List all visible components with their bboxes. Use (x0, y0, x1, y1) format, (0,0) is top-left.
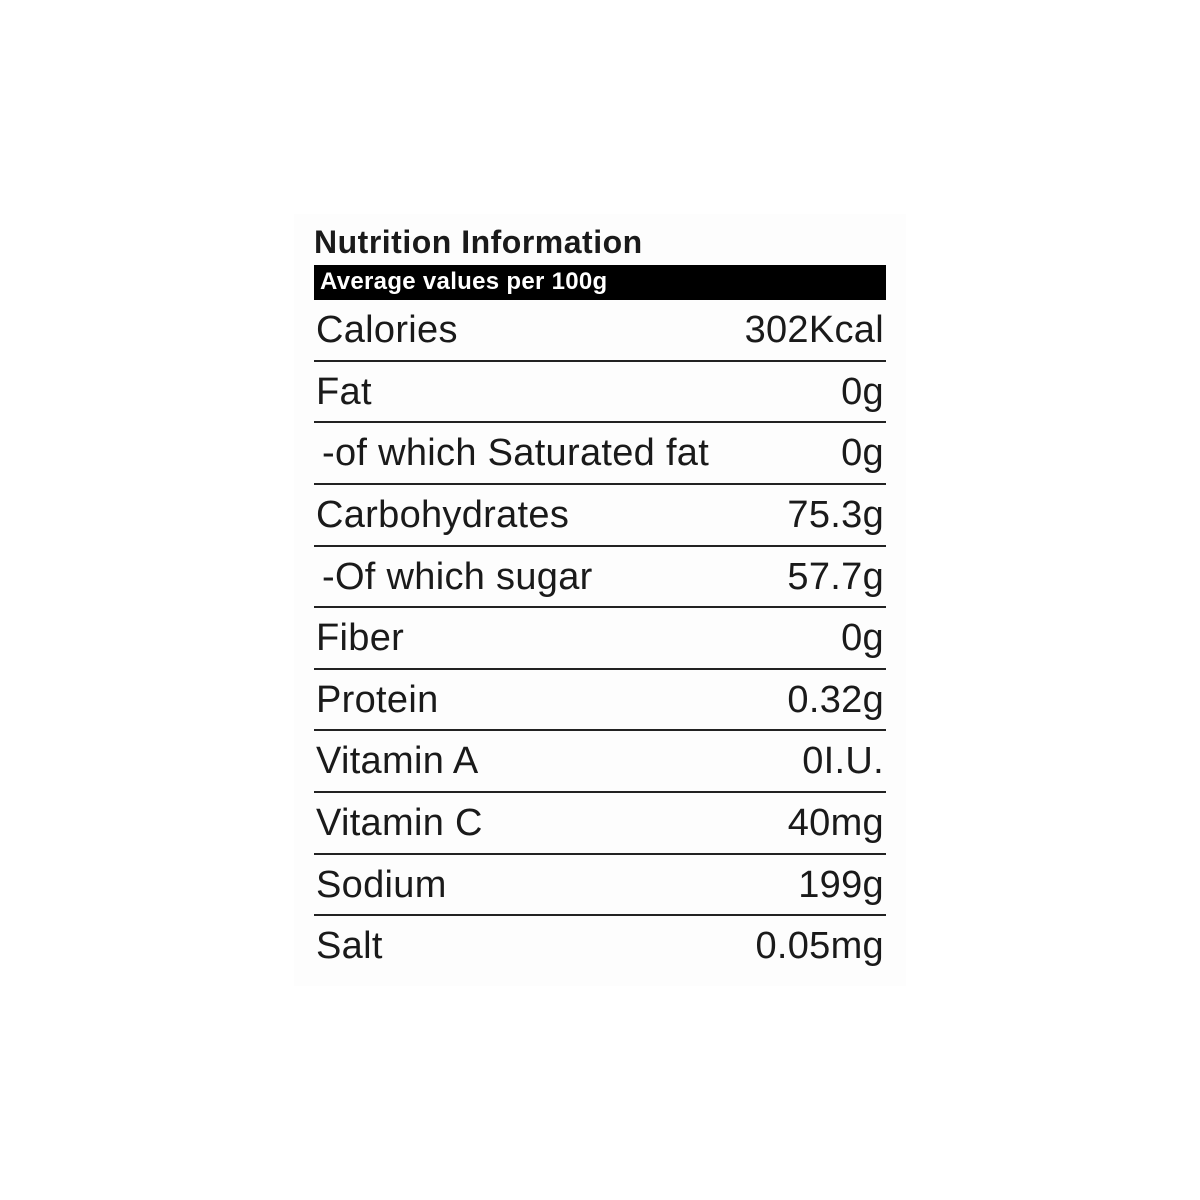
row-label: -Of which sugar (316, 555, 593, 601)
row-value: 0g (841, 616, 884, 662)
row-value: 0g (841, 431, 884, 477)
row-value: 302Kcal (745, 308, 884, 354)
row-label: -of which Saturated fat (316, 431, 709, 477)
row-value: 199g (798, 863, 884, 909)
row-label: Calories (316, 308, 458, 354)
table-row: Protein 0.32g (314, 670, 886, 732)
row-value: 0g (841, 370, 884, 416)
row-label: Fiber (316, 616, 404, 662)
table-row: Calories 302Kcal (314, 300, 886, 362)
table-row: Carbohydrates 75.3g (314, 485, 886, 547)
row-value: 40mg (788, 801, 884, 847)
row-value: 0I.U. (802, 739, 884, 785)
row-label: Vitamin C (316, 801, 483, 847)
table-row: Fat 0g (314, 362, 886, 424)
row-value: 75.3g (787, 493, 884, 539)
table-row: -Of which sugar 57.7g (314, 547, 886, 609)
table-row: Vitamin C 40mg (314, 793, 886, 855)
table-row: -of which Saturated fat 0g (314, 423, 886, 485)
row-label: Fat (316, 370, 372, 416)
panel-subtitle: Average values per 100g (314, 265, 886, 300)
row-value: 0.32g (787, 678, 884, 724)
row-label: Sodium (316, 863, 447, 909)
table-row: Sodium 199g (314, 855, 886, 917)
row-value: 57.7g (787, 555, 884, 601)
nutrition-panel: Nutrition Information Average values per… (294, 214, 906, 986)
row-value: 0.05mg (755, 924, 884, 970)
row-label: Carbohydrates (316, 493, 569, 539)
row-label: Vitamin A (316, 739, 479, 785)
row-label: Protein (316, 678, 439, 724)
table-row: Fiber 0g (314, 608, 886, 670)
row-label: Salt (316, 924, 383, 970)
panel-title: Nutrition Information (314, 224, 886, 261)
table-row: Salt 0.05mg (314, 916, 886, 976)
table-row: Vitamin A 0I.U. (314, 731, 886, 793)
